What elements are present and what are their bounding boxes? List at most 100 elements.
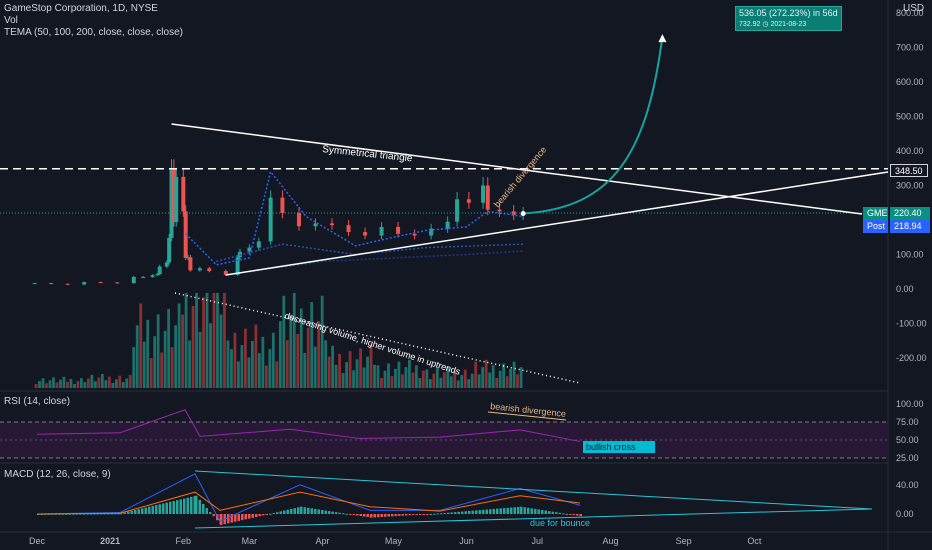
macd-histogram-bar: [198, 499, 201, 514]
volume-bar: [52, 377, 55, 388]
macd-histogram-bar: [544, 510, 547, 514]
volume-bar: [380, 378, 383, 388]
volume-bar: [69, 378, 73, 388]
candle-body: [256, 241, 261, 248]
volume-bar: [97, 377, 101, 388]
macd-histogram-bar: [359, 514, 362, 517]
projection-price-text: 732.92: [739, 21, 761, 28]
volume-bar: [404, 367, 408, 388]
volume-bar: [425, 369, 429, 388]
macd-line: [36, 473, 581, 522]
macd-histogram-bar: [408, 514, 411, 516]
macd-histogram-bar: [324, 510, 327, 514]
volume-bar: [73, 384, 76, 388]
volume-bar: [331, 345, 335, 388]
candle-body: [268, 197, 273, 242]
macd-histogram-bar: [405, 514, 408, 516]
volume-bar: [502, 363, 506, 388]
macd-histogram-bar: [562, 513, 565, 515]
volume-bar: [387, 363, 390, 388]
volume-bar: [369, 345, 373, 388]
macd-histogram-bar: [331, 511, 334, 514]
volume-bar: [275, 361, 279, 388]
macd-histogram-bar: [422, 514, 425, 515]
volume-bar: [48, 380, 52, 388]
macd-histogram-bar: [475, 510, 478, 514]
macd-histogram-bar: [54, 513, 57, 515]
macd-lower-trendline: [194, 508, 873, 529]
rsi-legend: RSI (14, close): [4, 396, 71, 407]
macd-histogram-bar: [373, 514, 376, 518]
projection-date-text: 2021-08-23: [770, 21, 807, 28]
macd-histogram-bar: [279, 511, 282, 514]
time-tick-label: Jul: [532, 536, 544, 546]
macd-histogram-bar: [534, 508, 537, 514]
volume-bar: [111, 383, 115, 388]
volume-bar: [212, 293, 216, 388]
volume-bar: [317, 321, 321, 388]
volume-bar: [191, 305, 195, 388]
macd-histogram-bar: [82, 513, 85, 515]
candle-body: [481, 185, 486, 203]
macd-histogram-bar: [510, 507, 513, 514]
candle-body: [466, 199, 471, 203]
volume-bar: [254, 324, 258, 388]
volume-bar: [285, 340, 289, 388]
macd-histogram-bar: [338, 512, 341, 514]
due-for-bounce-annotation: due for bounce: [530, 518, 590, 528]
time-tick-label: Apr: [316, 536, 330, 546]
projection-start-point: [520, 210, 526, 216]
macd-histogram-bar: [230, 514, 233, 523]
tema-line: [185, 170, 524, 266]
macd-histogram-bar: [443, 512, 446, 514]
volume-bar: [516, 374, 519, 388]
macd-histogram-bar: [155, 505, 158, 514]
macd-histogram-bar: [251, 514, 254, 518]
tema-legend: TEMA (50, 100, 200, close, close, close): [4, 27, 183, 38]
macd-histogram-bar: [248, 514, 251, 519]
volume-bar: [233, 332, 237, 388]
macd-histogram-bar: [352, 514, 355, 515]
macd-histogram-bar: [265, 514, 268, 515]
volume-bar: [174, 325, 178, 388]
volume-bar: [296, 333, 300, 388]
bullish-cross-label: bullish cross: [583, 441, 655, 453]
volume-bar: [34, 384, 38, 388]
macd-histogram-bar: [117, 513, 120, 515]
volume-bar: [167, 308, 171, 388]
macd-histogram-bar: [450, 512, 453, 514]
candle-body: [330, 223, 334, 226]
macd-histogram-bar: [345, 513, 348, 515]
macd-histogram-bar: [530, 508, 533, 514]
macd-pane: [36, 470, 873, 529]
macd-histogram-bar: [426, 514, 429, 515]
rsi-pane: [36, 409, 581, 442]
projection-target-box[interactable]: 536.05 (272.23%) in 56d 732.92 ◷ 2021-08…: [735, 6, 842, 31]
volume-bar: [470, 373, 474, 388]
macd-histogram-bar: [123, 512, 126, 514]
macd-histogram-bar: [499, 508, 502, 514]
macd-histogram-bar: [482, 509, 485, 514]
rsi-line: [36, 409, 581, 442]
currency-label: USD: [903, 3, 925, 14]
macd-histogram-bar: [572, 514, 575, 516]
macd-histogram-bar: [387, 514, 390, 517]
volume-bar: [181, 314, 184, 388]
volume-bar: [338, 353, 342, 388]
macd-histogram-bar: [162, 503, 165, 514]
macd-histogram-bar: [209, 512, 212, 514]
volume-bar: [156, 314, 160, 388]
candle-body: [188, 257, 193, 271]
macd-histogram-bar: [144, 507, 147, 514]
macd-histogram-bar: [127, 511, 130, 514]
gme-symbol-tag: GME: [863, 207, 888, 220]
macd-histogram-bar: [183, 498, 186, 514]
volume-bar: [114, 379, 118, 388]
volume-bar: [345, 362, 348, 388]
volume-bar: [383, 370, 387, 388]
macd-histogram-bar: [186, 497, 189, 514]
volume-bar: [418, 378, 422, 388]
macd-histogram-bar: [310, 508, 313, 514]
macd-histogram-bar: [555, 512, 558, 514]
